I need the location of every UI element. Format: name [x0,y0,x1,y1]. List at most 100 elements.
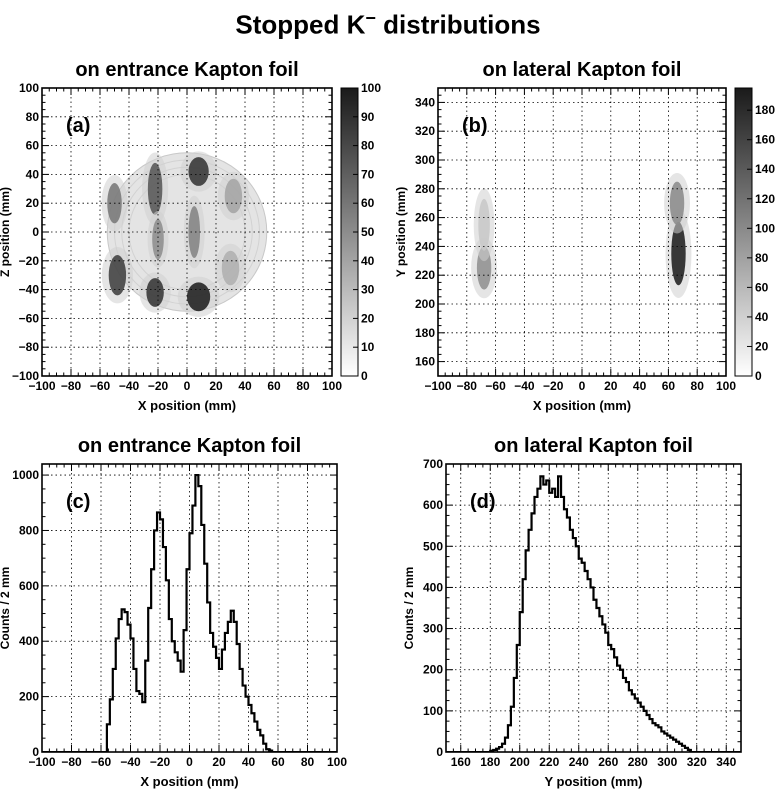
panel-title: on lateral Kapton foil [494,435,693,457]
heatmap-hotspot [147,162,163,215]
x-tick-label: 20 [604,379,618,393]
x-tick-label: −60 [485,379,506,393]
y-tick-label: 0 [436,745,443,759]
y-tick-label: 500 [423,539,443,553]
heatmap-hotspot [188,157,209,186]
x-tick-label: 0 [186,755,193,769]
colorbar-tick-label: 100 [755,221,775,235]
y-tick-label: 280 [415,182,435,196]
y-axis-label: Z position (mm) [0,187,12,277]
x-tick-label: 200 [510,755,530,769]
x-tick-label: 60 [271,755,285,769]
panel-label: (d) [470,491,496,513]
x-tick-label: −20 [148,379,169,393]
x-tick-label: 160 [451,755,471,769]
y-tick-label: 80 [26,110,40,124]
plot-content [471,172,692,299]
x-tick-label: 300 [657,755,677,769]
colorbar-tick-label: 60 [755,280,769,294]
x-tick-label: 340 [716,755,736,769]
colorbar-tick-label: 10 [361,340,375,354]
y-tick-label: 220 [415,268,435,282]
colorbar-tick-label: 90 [361,110,375,124]
heatmap-hotspot [108,255,127,296]
panel-title: on entrance Kapton foil [75,59,298,81]
y-tick-label: 800 [19,523,39,537]
y-tick-label: 240 [415,239,435,253]
colorbar-tick-label: 80 [755,251,769,265]
x-tick-label: −40 [119,379,140,393]
x-tick-label: 100 [322,379,342,393]
y-tick-label: 400 [19,634,39,648]
x-tick-label: −60 [91,755,112,769]
colorbar-tick-label: 180 [755,103,775,117]
y-tick-label: 300 [415,153,435,167]
x-tick-label: 0 [579,379,586,393]
y-tick-label: 20 [26,196,40,210]
x-tick-label: −80 [61,379,82,393]
y-tick-label: 600 [19,579,39,593]
colorbar-tick-label: 40 [755,310,769,324]
x-tick-label: 0 [184,379,191,393]
panel-title: on lateral Kapton foil [483,59,682,81]
colorbar-tick-label: 0 [755,369,762,383]
colorbar-tick-label: 160 [755,133,775,147]
heatmap-hotspot [671,221,686,286]
colorbar-tick-label: 60 [361,196,375,210]
heatmap-hotspot [669,181,685,225]
heatmap-hotspot [187,282,211,312]
y-tick-label: 200 [423,663,443,677]
x-tick-label: 80 [301,755,315,769]
heatmap-hotspot [146,278,164,307]
x-tick-label: −60 [90,379,111,393]
x-tick-label: 20 [212,755,226,769]
y-tick-label: 0 [32,745,39,759]
x-axis-label: Y position (mm) [545,774,643,789]
x-tick-label: 60 [662,379,676,393]
x-tick-label: −80 [61,755,82,769]
x-tick-label: 320 [687,755,707,769]
y-tick-label: 0 [32,225,39,239]
y-tick-label: −100 [12,369,39,383]
colorbar-tick-label: 70 [361,167,375,181]
x-tick-label: 100 [327,755,347,769]
x-tick-label: −20 [150,755,171,769]
histogram-series [489,475,692,752]
y-tick-label: 100 [19,81,39,95]
x-tick-label: 180 [480,755,500,769]
y-tick-label: 60 [26,139,40,153]
x-tick-label: 80 [691,379,705,393]
colorbar-tick-label: 100 [361,81,381,95]
x-tick-label: 80 [296,379,310,393]
y-tick-label: 260 [415,211,435,225]
x-tick-label: 40 [242,755,256,769]
x-tick-label: 20 [209,379,223,393]
y-tick-label: 1000 [12,468,39,482]
colorbar-tick-label: 20 [755,339,769,353]
y-tick-label: −20 [19,254,40,268]
y-tick-label: 200 [415,297,435,311]
x-tick-label: 260 [598,755,618,769]
panel-b: on lateral Kapton foil −100 −80 −60 −40 −20 0 2… [394,59,775,413]
panel-c: on entrance Kapton foil −100 −80 −60 −40 −20 0… [0,435,347,789]
plot-area [446,464,741,752]
x-tick-label: −20 [543,379,564,393]
x-axis-label: X position (mm) [138,398,236,413]
y-tick-label: 600 [423,498,443,512]
y-tick-label: 400 [423,580,443,594]
x-tick-label: −40 [120,755,141,769]
colorbar-tick-label: 50 [361,225,375,239]
y-tick-label: −60 [19,311,40,325]
y-tick-label: 320 [415,124,435,138]
heatmap-hotspot [224,178,243,214]
figure-title: Stopped K− distributions [0,8,776,41]
y-axis-label: Counts / 2 mm [0,567,12,650]
panel-label: (b) [462,115,488,137]
y-tick-label: 340 [415,95,435,109]
x-tick-label: 240 [569,755,589,769]
y-tick-label: −40 [19,283,40,297]
x-axis-label: X position (mm) [140,774,238,789]
plot-content [446,475,741,752]
panel-a: on entrance Kapton foil −100 −80 −60 −40 −20 0… [0,59,381,413]
